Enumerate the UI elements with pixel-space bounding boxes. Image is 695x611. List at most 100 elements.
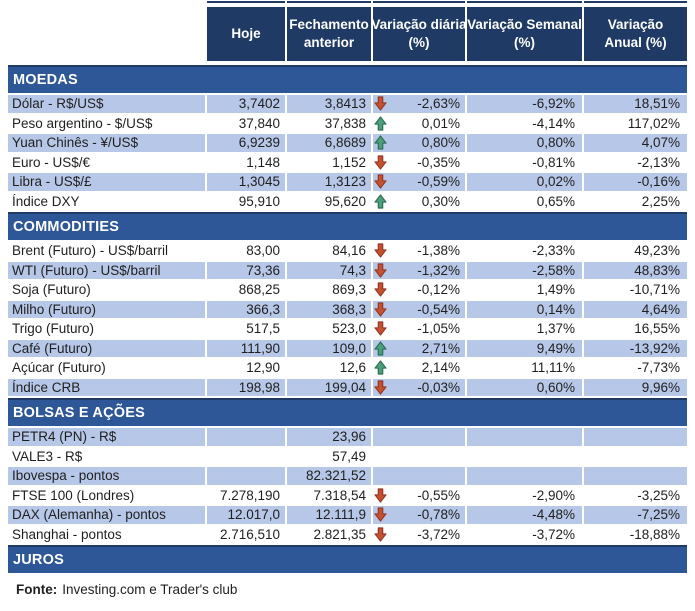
variacao-anual-cell: 16,55% [584,320,687,338]
variacao-anual-cell: -7,73% [584,359,687,377]
fechamento-cell: 1,3123 [287,173,371,191]
table-row: VALE3 - R$ 57,49 [8,448,687,466]
label-cell: DAX (Alemanha) - pontos [8,506,205,524]
variacao-anual-cell [584,448,687,466]
label-cell-value: Ibovespa - pontos [12,468,120,484]
variacao-diaria-cell: 0,30% [373,193,465,211]
hoje-cell: 73,36 [207,261,285,279]
variacao-diaria-cell: -1,05% [373,320,465,338]
variacao-semanal-cell-value: 0,60% [536,379,575,395]
variacao-semanal-cell-value: 9,49% [536,340,575,356]
variacao-diaria-cell [373,428,465,446]
variacao-diaria-value: -0,78% [417,507,460,523]
variacao-semanal-cell: 0,80% [467,134,582,152]
table-row: Peso argentino - $/US$ 37,840 37,838 0,01% -… [8,115,687,133]
section-header-commodities: COMMODITIES [8,212,687,240]
arrow-down-icon [374,282,387,297]
fechamento-cell-value: 1,3123 [324,174,366,190]
variacao-diaria-value: -3,72% [417,526,460,542]
variacao-anual-cell-value: -2,13% [637,154,680,170]
source-text: Investing.com e Trader's club [62,582,238,597]
fechamento-cell-value: 37,838 [324,115,366,131]
hoje-cell: 2.716,510 [207,526,285,544]
hoje-cell-value: 37,840 [238,115,280,131]
hoje-cell-value: 366,3 [246,301,280,317]
fechamento-cell: 3,8413 [287,95,371,113]
hoje-cell: 198,98 [207,378,285,396]
table-row: FTSE 100 (Londres) 7.278,190 7.318,54 -0,55… [8,487,687,505]
arrow-down-icon [374,243,387,258]
label-cell-value: Índice DXY [12,193,80,209]
variacao-diaria-value: -0,55% [417,487,460,503]
variacao-diaria-cell: -0,12% [373,281,465,299]
table-row: Soja (Futuro) 868,25 869,3 -0,12% 1,49% -10,7… [8,281,687,299]
label-cell-value: Libra - US$/£ [12,174,92,190]
variacao-semanal-cell-value: -0,81% [532,154,575,170]
variacao-semanal-cell: 0,65% [467,193,582,211]
variacao-semanal-cell: -2,33% [467,242,582,260]
variacao-semanal-cell-value: -3,72% [532,526,575,542]
arrow-up-icon [374,116,387,131]
column-header-text: (%) [514,35,535,50]
arrow-down-icon [374,155,387,170]
table-row: Trigo (Futuro) 517,5 523,0 -1,05% 1,37% 16,55… [8,320,687,338]
variacao-semanal-cell-value: 0,80% [536,135,575,151]
hoje-cell [207,428,285,446]
hoje-cell: 95,910 [207,193,285,211]
column-header-variacao-diaria: Variação diária (%) [371,7,467,61]
variacao-anual-cell-value: -10,71% [629,282,680,298]
fechamento-cell-value: 199,04 [324,379,366,395]
variacao-semanal-cell-value: 1,49% [536,282,575,298]
variacao-anual-cell: 4,07% [584,134,687,152]
variacao-semanal-cell-value: 0,02% [536,174,575,190]
fechamento-cell-value: 57,49 [332,448,366,464]
variacao-semanal-cell: -2,90% [467,487,582,505]
hoje-cell-value: 3,7402 [238,96,280,112]
table-row: Brent (Futuro) - US$/barril 83,00 84,16 -1,… [8,242,687,260]
variacao-diaria-cell: -3,72% [373,526,465,544]
fechamento-cell-value: 6,8689 [324,135,366,151]
variacao-semanal-cell: 9,49% [467,339,582,357]
variacao-anual-cell: 48,83% [584,261,687,279]
variacao-anual-cell-value: -3,25% [637,487,680,503]
variacao-anual-cell [584,428,687,446]
variacao-semanal-cell: -6,92% [467,95,582,113]
variacao-anual-cell: 9,96% [584,378,687,396]
variacao-anual-cell-value: 16,55% [634,321,680,337]
label-cell-value: Shanghai - pontos [12,526,122,542]
hoje-cell: 12.017,0 [207,506,285,524]
variacao-diaria-value: 0,01% [421,115,460,131]
variacao-semanal-cell-value: -2,90% [532,487,575,503]
variacao-semanal-cell: -0,81% [467,154,582,172]
label-cell-value: DAX (Alemanha) - pontos [12,507,166,523]
column-header-text: Variação diária [371,17,467,33]
hoje-cell-value: 2.716,510 [219,526,280,542]
variacao-anual-cell: -3,25% [584,487,687,505]
variacao-semanal-cell: -2,58% [467,261,582,279]
section-juros: JUROS [8,545,687,573]
fechamento-cell-value: 12.111,9 [315,507,366,523]
variacao-diaria-cell: 0,80% [373,134,465,152]
column-header-text: Variação Semanal [467,17,582,33]
fechamento-cell-value: 3,8413 [324,96,366,112]
variacao-semanal-cell-value: -2,58% [532,262,575,278]
hoje-cell-value: 95,910 [238,193,280,209]
variacao-diaria-value: -0,59% [417,174,460,190]
label-cell-value: PETR4 (PN) - R$ [12,429,117,445]
variacao-anual-cell: 4,64% [584,300,687,318]
hoje-cell-value: 111,90 [240,340,280,356]
table-row: Milho (Futuro) 366,3 368,3 -0,54% 0,14% 4,64% [8,300,687,318]
fechamento-cell: 368,3 [287,300,371,318]
fechamento-cell-value: 109,0 [332,340,366,356]
hoje-cell [207,448,285,466]
hoje-cell-value: 83,00 [246,243,280,259]
fechamento-cell: 1,152 [287,154,371,172]
variacao-diaria-cell: 0,01% [373,115,465,133]
label-cell: WTI (Futuro) - US$/barril [8,261,205,279]
arrow-down-icon [374,174,387,189]
hoje-cell: 83,00 [207,242,285,260]
label-cell-value: Peso argentino - $/US$ [12,115,153,131]
variacao-diaria-cell: -0,03% [373,378,465,396]
variacao-diaria-cell [373,467,465,485]
fechamento-cell-value: 368,3 [332,301,366,317]
